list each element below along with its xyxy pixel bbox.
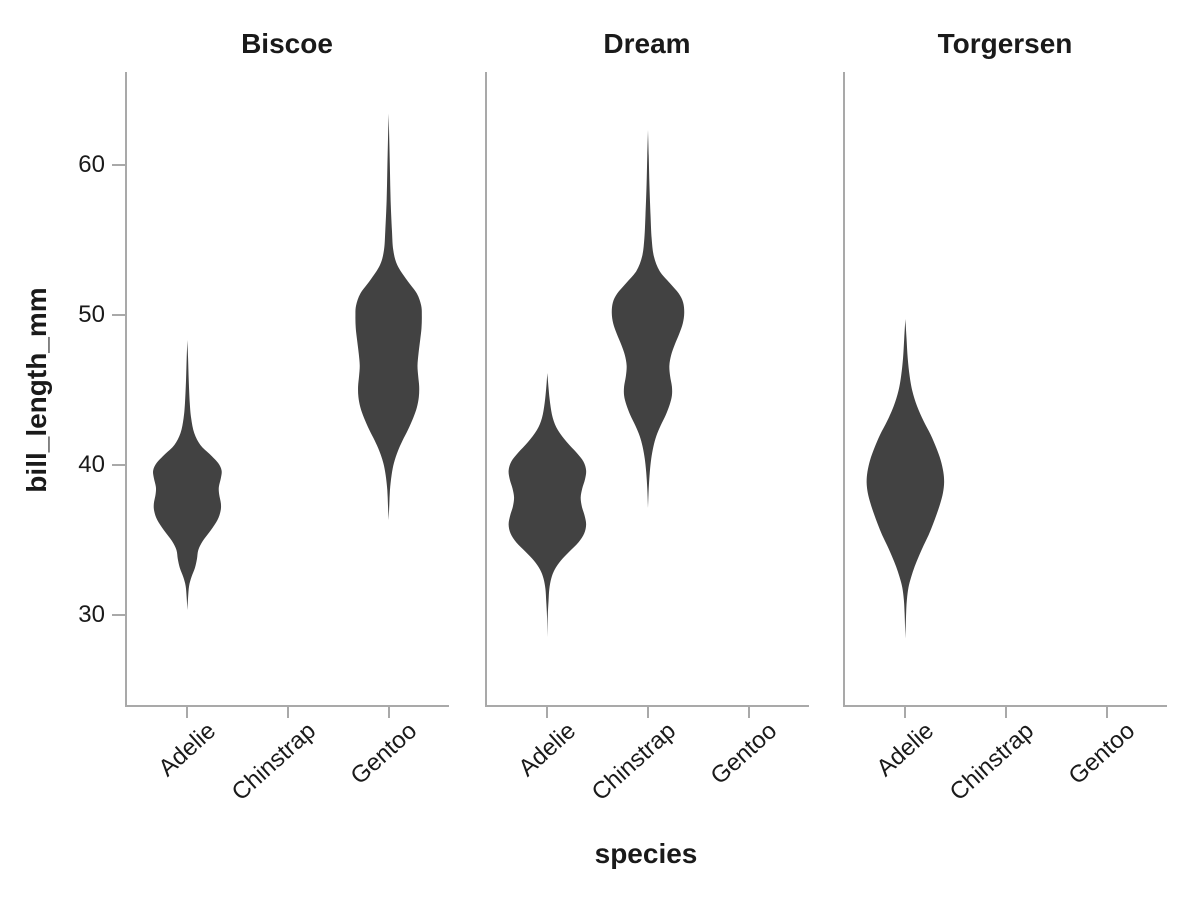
violin-biscoe-adelie <box>153 340 222 610</box>
x-tick-label-adelie: Adelie <box>513 717 581 782</box>
x-tick-label-gentoo: Gentoo <box>1063 717 1141 791</box>
violin-layer-biscoe <box>153 113 422 610</box>
x-tick-mark <box>1005 707 1007 718</box>
x-tick-mark <box>287 707 289 718</box>
x-tick-label-chinstrap: Chinstrap <box>586 717 682 807</box>
facet-strip-label-biscoe: Biscoe <box>241 28 333 59</box>
y-tick-label-30: 30 <box>78 601 105 628</box>
x-axis-title: species <box>594 838 698 869</box>
panel-torgersen <box>843 72 1167 707</box>
violin-dream-adelie <box>508 373 587 637</box>
x-tick-label-chinstrap: Chinstrap <box>226 717 322 807</box>
x-tick-label-adelie: Adelie <box>871 717 939 782</box>
violin-torgersen-adelie <box>866 319 945 639</box>
violin-layer-dream <box>508 130 685 637</box>
y-tick-mark <box>112 614 125 616</box>
panel-biscoe <box>125 72 449 707</box>
y-tick-mark <box>112 164 125 166</box>
facet-strip-label-dream: Dream <box>603 28 691 59</box>
y-tick-label-60: 60 <box>78 151 105 178</box>
x-tick-mark <box>387 707 390 718</box>
x-tick-mark <box>546 707 549 718</box>
violin-dream-chinstrap <box>611 130 685 508</box>
violin-biscoe-gentoo <box>355 113 422 520</box>
y-tick-label-50: 50 <box>78 301 105 328</box>
facet-strip-label-torgersen: Torgersen <box>937 28 1073 59</box>
x-tick-mark <box>1105 707 1108 718</box>
x-tick-mark <box>647 707 649 718</box>
panel-dream <box>485 72 809 707</box>
y-tick-mark <box>112 464 125 466</box>
x-tick-label-gentoo: Gentoo <box>345 717 423 791</box>
x-tick-mark <box>186 707 189 718</box>
x-tick-label-gentoo: Gentoo <box>705 717 783 791</box>
y-tick-label-40: 40 <box>78 451 105 478</box>
x-tick-label-adelie: Adelie <box>153 717 221 782</box>
y-tick-mark <box>112 314 125 316</box>
violin-layer-torgersen <box>866 319 945 639</box>
x-tick-mark <box>747 707 750 718</box>
x-tick-mark <box>904 707 907 718</box>
x-tick-label-chinstrap: Chinstrap <box>944 717 1040 807</box>
